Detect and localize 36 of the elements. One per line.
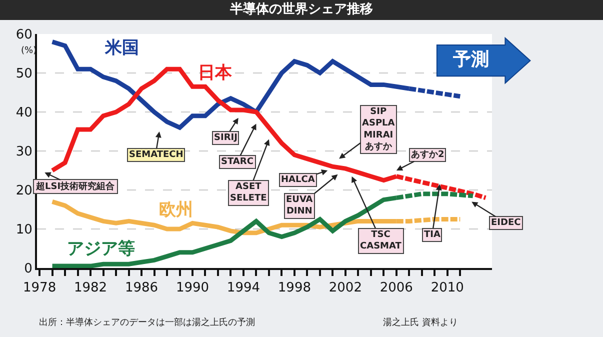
annotation: 超LSI技術研究組合 — [35, 181, 116, 192]
text: 湯之上氏 資料より — [383, 317, 458, 328]
series-label: 欧州 — [159, 200, 193, 220]
x-tick-label: 2010 — [430, 280, 464, 296]
y-tick-label: 40 — [16, 106, 32, 121]
x-tick-label: 1978 — [23, 280, 56, 296]
x-tick-label: 1990 — [176, 280, 210, 296]
x-tick-label: 1998 — [278, 280, 311, 296]
x-tick-label: 1986 — [124, 280, 158, 296]
annotation: STARC — [221, 157, 254, 167]
y-tick-label: 60 — [16, 28, 32, 43]
annotation: HALCA — [281, 175, 315, 185]
x-tick-label: 2002 — [328, 280, 362, 296]
annotation: SIRIJ — [214, 133, 238, 143]
annotation: SIP ASPLA MIRAI あすか — [362, 107, 395, 152]
x-tick-label: 1982 — [74, 280, 108, 296]
annotation: EIDEC — [491, 218, 522, 228]
y-tick-label: 30 — [16, 144, 32, 160]
annotation: あすか2 — [411, 150, 444, 160]
series-label: 米国 — [104, 38, 139, 58]
y-tick-label: 20 — [16, 184, 32, 199]
y-tick-label: 50 — [16, 66, 32, 82]
series-label: アジア等 — [67, 239, 135, 259]
text: 出所：半導体シェアのデータは一部は湯之上氏の予測 — [39, 317, 255, 328]
y-tick-label: 0 — [24, 262, 32, 277]
annotation: 予測 — [452, 49, 489, 70]
x-tick-label: 1994 — [226, 280, 260, 296]
chart-title: 半導体の世界シェア推移 — [229, 0, 373, 17]
annotation: TIA — [424, 230, 440, 240]
series-label: 日本 — [198, 63, 233, 83]
x-tick-label: 2006 — [380, 280, 413, 296]
y-tick-label: 10 — [16, 222, 32, 238]
annotation: SEMATECH — [129, 150, 184, 160]
annotation: ASET SELETE — [230, 182, 267, 204]
annotation: EUVA DINN — [286, 195, 313, 217]
annotation: TSC CASMAT — [360, 230, 402, 252]
